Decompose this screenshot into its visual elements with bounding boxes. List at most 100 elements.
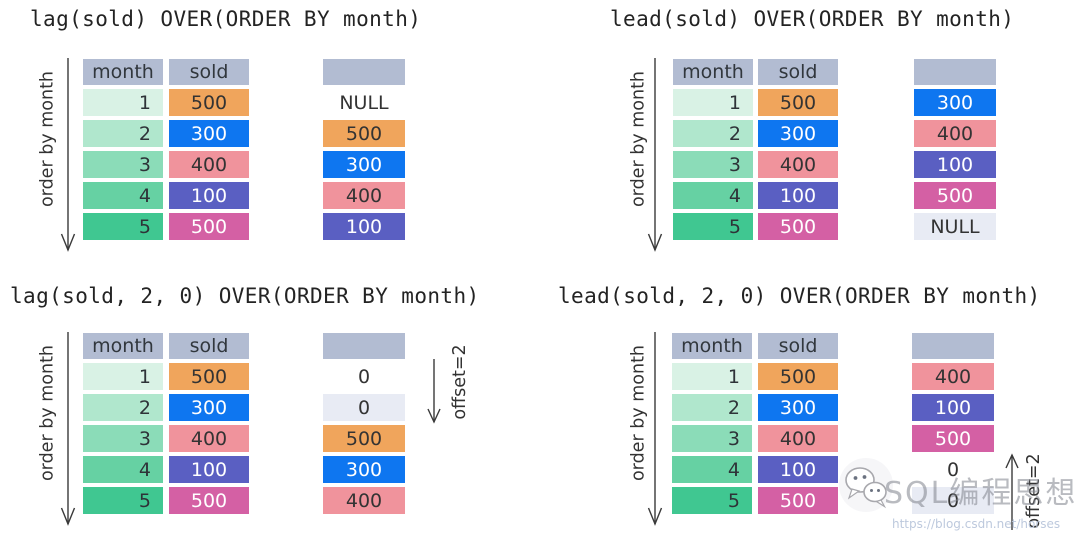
sold-cell: 400 [758, 151, 838, 178]
wechat-icon [839, 458, 893, 512]
month-cell: 4 [83, 182, 163, 209]
result-cell: 400 [323, 487, 405, 514]
month-cell: 4 [673, 182, 753, 209]
month-cell: 4 [672, 456, 752, 483]
month-column: month 1 2 3 4 5 [672, 333, 752, 518]
column-header-month: month [83, 59, 163, 85]
month-cell: 3 [83, 425, 163, 452]
sold-cell: 400 [169, 151, 249, 178]
sold-column: sold 500 300 400 100 500 [169, 333, 249, 518]
sold-cell: 500 [758, 487, 838, 514]
panel-lead: lead(sold) OVER(ORDER BY month) order by… [540, 0, 1080, 272]
formula-title: lead(sold) OVER(ORDER BY month) [610, 7, 1015, 31]
month-cell: 5 [673, 213, 753, 240]
result-cell: 500 [914, 182, 996, 209]
sold-cell: 500 [758, 213, 838, 240]
sold-cell: 500 [169, 89, 249, 116]
formula-title: lag(sold) OVER(ORDER BY month) [30, 7, 422, 31]
offset-label: offset=2 [450, 344, 470, 420]
formula-title: lag(sold, 2, 0) OVER(ORDER BY month) [10, 284, 480, 308]
month-cell: 1 [83, 89, 163, 116]
result-column: NULL 500 300 400 100 [323, 59, 405, 244]
month-column: month 1 2 3 4 5 [83, 333, 163, 518]
sold-column: sold 500 300 400 100 500 [758, 333, 838, 518]
watermark-url: https://blog.csdn.net/horses [892, 517, 1061, 531]
result-column: 0 0 500 300 400 [323, 333, 405, 518]
column-header-sold: sold [758, 333, 838, 359]
result-cell: 500 [912, 425, 994, 452]
month-column: month 1 2 3 4 5 [673, 59, 753, 244]
sold-cell: 500 [169, 487, 249, 514]
column-header-month: month [672, 333, 752, 359]
sold-cell: 300 [758, 394, 838, 421]
column-header-sold: sold [758, 59, 838, 85]
month-cell: 2 [83, 394, 163, 421]
month-cell: 5 [83, 213, 163, 240]
sold-cell: 100 [758, 182, 838, 209]
month-cell: 2 [672, 394, 752, 421]
result-cell: 300 [323, 151, 405, 178]
watermark-brand: SQL编程思想 [884, 476, 1078, 511]
sold-cell: 500 [169, 363, 249, 390]
result-cell: 0 [912, 456, 994, 483]
column-header-sold: sold [169, 333, 249, 359]
result-cell: 0 [323, 394, 405, 421]
offset-arrow-down-icon [427, 359, 441, 424]
month-cell: 3 [83, 151, 163, 178]
result-cell: 400 [914, 120, 996, 147]
result-cell: 300 [914, 89, 996, 116]
month-cell: 3 [672, 425, 752, 452]
panel-lag: lag(sold) OVER(ORDER BY month) order by … [0, 0, 540, 272]
result-header [323, 333, 405, 359]
result-cell: 400 [323, 182, 405, 209]
result-cell: 100 [323, 213, 405, 240]
formula-title: lead(sold, 2, 0) OVER(ORDER BY month) [558, 284, 1041, 308]
sold-cell: 300 [758, 120, 838, 147]
sold-cell: 100 [758, 456, 838, 483]
month-cell: 4 [83, 456, 163, 483]
panel-lag-offset: lag(sold, 2, 0) OVER(ORDER BY month) ord… [0, 271, 540, 543]
result-column: 300 400 100 500 NULL [914, 59, 996, 244]
sold-cell: 400 [758, 425, 838, 452]
order-arrow-down-icon [647, 58, 663, 252]
order-arrow-down-icon [647, 332, 663, 526]
column-header-month: month [673, 59, 753, 85]
month-cell: 2 [83, 120, 163, 147]
month-cell: 2 [673, 120, 753, 147]
result-cell: 400 [912, 363, 994, 390]
result-cell: 500 [323, 120, 405, 147]
offset-arrow-up-icon [1005, 453, 1019, 530]
month-cell: 5 [83, 487, 163, 514]
order-arrow-down-icon [60, 58, 76, 252]
sold-cell: 400 [169, 425, 249, 452]
month-cell: 3 [673, 151, 753, 178]
sold-cell: 100 [169, 456, 249, 483]
column-header-month: month [83, 333, 163, 359]
sold-cell: 300 [169, 120, 249, 147]
sold-cell: 300 [169, 394, 249, 421]
result-column: 400 100 500 0 0 [912, 333, 994, 518]
month-column: month 1 2 3 4 5 [83, 59, 163, 244]
result-cell: 300 [323, 456, 405, 483]
result-cell: 0 [912, 487, 994, 514]
sold-column: sold 500 300 400 100 500 [758, 59, 838, 244]
result-cell: NULL [323, 89, 405, 116]
month-cell: 1 [673, 89, 753, 116]
sold-column: sold 500 300 400 100 500 [169, 59, 249, 244]
result-cell: 0 [323, 363, 405, 390]
result-header [323, 59, 405, 85]
month-cell: 1 [83, 363, 163, 390]
month-cell: 5 [672, 487, 752, 514]
column-header-sold: sold [169, 59, 249, 85]
panel-lead-offset: lead(sold, 2, 0) OVER(ORDER BY month) or… [540, 271, 1080, 543]
sold-cell: 500 [758, 363, 838, 390]
month-cell: 1 [672, 363, 752, 390]
result-cell: 100 [914, 151, 996, 178]
sold-cell: 500 [169, 213, 249, 240]
result-header [912, 333, 994, 359]
order-by-label: order by month [37, 344, 58, 482]
order-arrow-down-icon [60, 332, 76, 526]
result-cell: NULL [914, 213, 996, 240]
sold-cell: 100 [169, 182, 249, 209]
